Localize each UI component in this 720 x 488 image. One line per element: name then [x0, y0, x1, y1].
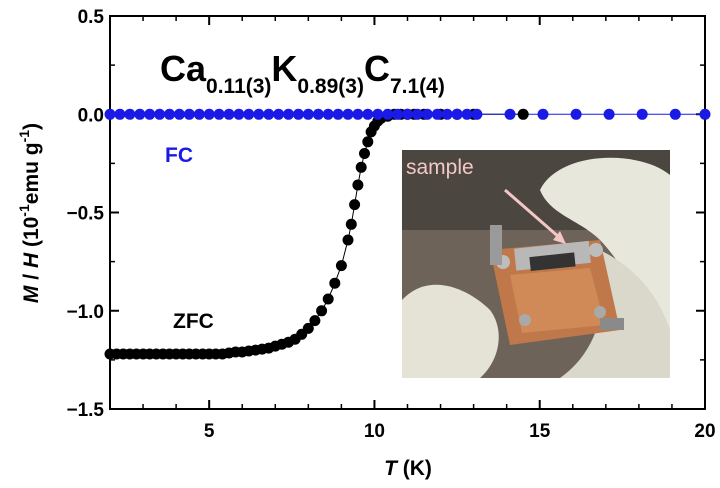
- chart-formula: Ca0.11(3)K0.89(3)C7.1(4): [160, 48, 445, 98]
- fc-data-point: [302, 108, 314, 120]
- zfc-data-point: [517, 108, 529, 120]
- y-tick-label: 0.0: [78, 105, 104, 126]
- zfc-data-point: [329, 277, 341, 289]
- fc-data-point: [154, 108, 166, 120]
- fc-data-point: [431, 108, 443, 120]
- fc-data-point: [372, 108, 384, 120]
- fc-data-point: [283, 108, 294, 120]
- fc-data-point: [451, 108, 463, 120]
- zfc-data-point: [316, 305, 328, 317]
- glove-hand: [402, 284, 499, 378]
- formula-element: K: [271, 48, 297, 89]
- fc-data-point: [322, 108, 334, 120]
- fc-data-point: [332, 108, 344, 120]
- fc-data-point: [233, 108, 245, 120]
- formula-element: Ca: [160, 48, 207, 89]
- series-points: [104, 108, 711, 360]
- fc-data-point: [392, 108, 404, 120]
- x-tick-label: 20: [694, 421, 715, 442]
- zfc-data-point: [345, 218, 357, 230]
- formula-subscript: 0.89(3): [297, 75, 364, 98]
- fc-data-point: [144, 108, 156, 120]
- inset-photo: sample: [402, 150, 670, 378]
- fc-data-point: [441, 108, 453, 120]
- screw-2: [589, 243, 603, 257]
- inset-sample-label: sample: [406, 156, 474, 179]
- x-axis-label: T (K): [384, 457, 432, 480]
- zfc-series-label: ZFC: [173, 310, 214, 333]
- zfc-data-point: [309, 315, 321, 327]
- fc-data-point: [203, 108, 215, 120]
- fc-data-point: [461, 108, 473, 120]
- zfc-data-point: [335, 260, 347, 272]
- fc-data-point: [173, 108, 185, 120]
- side-rod: [490, 225, 502, 265]
- fc-data-point: [636, 108, 648, 120]
- fc-data-point: [124, 108, 136, 120]
- copper-holder-face: [510, 268, 605, 333]
- zfc-data-point: [362, 136, 374, 148]
- fc-data-point: [570, 108, 582, 120]
- fc-data-point: [134, 108, 146, 120]
- fc-data-point: [342, 108, 354, 120]
- fc-data-point: [312, 108, 324, 120]
- zfc-data-point: [342, 234, 354, 246]
- zfc-data-point: [322, 293, 334, 305]
- y-tick-label: −1.5: [66, 400, 104, 421]
- screw-3: [519, 314, 531, 326]
- fc-data-point: [213, 108, 225, 120]
- fc-data-point: [104, 108, 116, 120]
- zfc-data-point: [355, 161, 367, 173]
- fc-data-point: [471, 108, 483, 120]
- fc-data-point: [382, 108, 394, 120]
- screw-4: [594, 306, 606, 318]
- fc-data-point: [352, 108, 364, 120]
- side-knob: [600, 318, 624, 330]
- x-tick-label: 15: [529, 421, 551, 442]
- formula-subscript: 7.1(4): [390, 75, 445, 98]
- zfc-data-point: [302, 322, 314, 334]
- fc-data-point: [183, 108, 195, 120]
- fc-data-point: [362, 108, 374, 120]
- fc-data-point: [504, 108, 516, 120]
- fc-data-point: [669, 108, 681, 120]
- fc-data-point: [193, 108, 205, 120]
- zfc-data-point: [352, 179, 364, 191]
- axis-tick-labels: 5 10 15 20 0.5 0.0 −0.5 −1.0 −1.5: [66, 7, 715, 442]
- fc-series-label: FC: [165, 144, 193, 167]
- fc-data-point: [537, 108, 549, 120]
- fc-data-point: [164, 108, 175, 120]
- fc-data-point: [253, 108, 265, 120]
- fc-data-point: [402, 108, 413, 120]
- y-tick-label: −0.5: [66, 204, 104, 225]
- fc-data-point: [603, 108, 615, 120]
- zfc-data-point: [349, 199, 361, 211]
- fc-data-point: [114, 108, 126, 120]
- x-tick-label: 5: [204, 421, 215, 442]
- fc-data-point: [263, 108, 275, 120]
- y-tick-label: −1.0: [66, 302, 104, 323]
- fc-data-point: [699, 108, 711, 120]
- holder-clamp-dark: [529, 252, 576, 272]
- fc-data-point: [223, 108, 235, 120]
- sample-arrow-head: [553, 231, 566, 244]
- fc-data-point: [421, 108, 433, 120]
- fc-data-point: [273, 108, 285, 120]
- sample-arrow: [504, 188, 561, 240]
- y-tick-label: 0.5: [78, 7, 105, 28]
- fc-data-point: [292, 108, 304, 120]
- fc-data-point: [411, 108, 423, 120]
- zfc-data-point: [359, 148, 370, 159]
- fc-data-point: [243, 108, 255, 120]
- y-axis-label: M / H (10-1emu g-1): [16, 123, 43, 303]
- x-tick-label: 10: [364, 421, 385, 442]
- formula-element: C: [364, 48, 390, 89]
- formula-subscript: 0.11(3): [206, 75, 271, 98]
